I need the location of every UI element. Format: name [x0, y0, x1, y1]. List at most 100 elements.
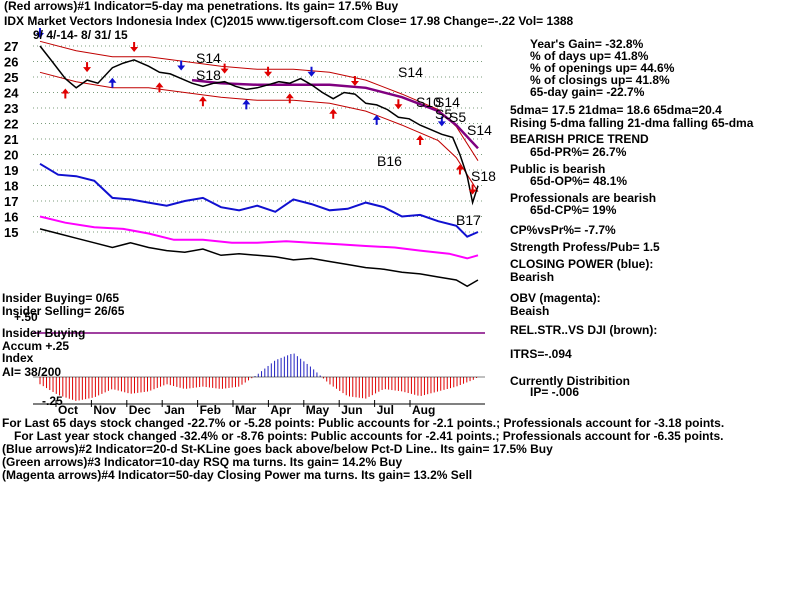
- relstr-label: REL.STR..VS DJI (brown):: [510, 323, 658, 337]
- footer-line4: (Green arrows)#3 Indicator=10-day RSQ ma…: [2, 455, 403, 469]
- signal-label: S5: [435, 106, 453, 122]
- obv-label: OBV (magenta):: [510, 291, 601, 305]
- signal-label: S18: [196, 67, 221, 83]
- y-tick-label: 20: [4, 148, 18, 163]
- header-line1: (Red arrows)#1 Indicator=5-day ma penetr…: [4, 0, 399, 13]
- plus-50-label: +.50: [14, 310, 38, 324]
- x-tick-label: May: [306, 403, 330, 417]
- index-label: Index: [2, 351, 34, 365]
- cp-pct: 65d-CP%= 19%: [530, 203, 617, 217]
- lower-band: [39, 71, 479, 192]
- buy-arrow: [198, 96, 207, 107]
- signal-label: S10: [416, 94, 441, 110]
- dma-trend: Rising 5-dma falling 21-dma falling 65-d…: [510, 116, 754, 130]
- sell-arrow: [177, 60, 186, 71]
- y-tick-label: 27: [4, 39, 18, 54]
- signal-arrows: [36, 28, 477, 195]
- x-tick-label: Apr: [270, 403, 291, 417]
- obv-value: Beaish: [510, 304, 550, 318]
- ip-value: IP= -.006: [530, 385, 580, 399]
- signal-label: S18: [471, 168, 496, 184]
- y-tick-label: 19: [4, 163, 18, 178]
- sell-arrow: [468, 184, 477, 195]
- pr-pct: 65d-PR%= 26.7%: [530, 145, 627, 159]
- dma-values: 5dma= 17.5 21dma= 18.6 65dma=20.4: [510, 103, 722, 117]
- closing-power-line: [39, 162, 479, 238]
- buy-arrow: [329, 108, 338, 119]
- buy-arrow: [455, 164, 464, 175]
- y-tick-label: 26: [4, 55, 18, 70]
- y-tick-label: 15: [4, 225, 18, 240]
- y-tick-label: 17: [4, 194, 18, 209]
- buy-arrow: [285, 93, 294, 104]
- sell-arrow: [350, 76, 359, 87]
- x-tick-label: Nov: [93, 403, 116, 417]
- obv-line: [39, 215, 479, 260]
- upper-band: [39, 40, 479, 161]
- distribution: Currently Distribition: [510, 374, 631, 388]
- x-axis-ticks: Oct Nov Dec Jan Feb Mar Apr May Jun Jul Aug: [55, 400, 435, 417]
- footer-line5: (Magenta arrows)#4 Indicator=50-day Clos…: [2, 468, 473, 482]
- pros-bearish: Professionals are bearish: [510, 191, 657, 205]
- x-tick-label: Mar: [235, 403, 257, 417]
- y-tick-label: 18: [4, 179, 18, 194]
- minus-25-label: -.25: [42, 394, 63, 408]
- x-tick-label: Oct: [58, 403, 78, 417]
- signal-label: S14: [398, 64, 423, 80]
- footer-line2: For Last year stock changed -32.4% or -8…: [14, 429, 724, 443]
- y-tick-label: 23: [4, 101, 18, 116]
- price-line: [39, 45, 479, 206]
- buy-arrow: [242, 99, 251, 110]
- buy-arrow: [155, 82, 164, 93]
- series-layer: [33, 40, 485, 401]
- relstr-line: [39, 228, 479, 288]
- signal-label: S14: [435, 94, 460, 110]
- date-range: 9/ 4/-14- 8/ 31/ 15: [33, 28, 128, 42]
- bearish-trend: BEARISH PRICE TREND: [510, 132, 649, 146]
- x-tick-label: Jan: [164, 403, 185, 417]
- y-tick-label: 24: [4, 86, 19, 101]
- grid: [33, 45, 485, 405]
- public-bearish: Public is bearish: [510, 162, 606, 176]
- closing-power-value: Bearish: [510, 270, 555, 284]
- years-gain: Year's Gain= -32.8%: [530, 37, 644, 51]
- sell-arrow: [83, 62, 92, 73]
- footer-line3: (Blue arrows)#2 Indicator=20-d St-KLine …: [2, 442, 553, 456]
- accum-label: Accum +.25: [2, 339, 70, 353]
- insider-selling-count: Insider Selling= 26/65: [2, 304, 125, 318]
- x-tick-label: Jun: [341, 403, 362, 417]
- y-tick-label: 25: [4, 70, 18, 85]
- signal-label: S14: [196, 50, 221, 66]
- cp-vs-pr: CP%vsPr%= -7.7%: [510, 223, 616, 237]
- sell-arrow: [36, 28, 44, 38]
- op-pct: 65d-OP%= 48.1%: [530, 174, 628, 188]
- closings-up: % of closings up= 41.8%: [530, 73, 670, 87]
- sell-arrow: [264, 66, 273, 77]
- sell-arrow: [307, 66, 316, 77]
- y-tick-label: 21: [4, 132, 18, 147]
- ma65-line: [191, 78, 479, 150]
- insider-buying-count: Insider Buying= 0/65: [2, 291, 120, 305]
- signal-label: B16: [377, 153, 402, 169]
- closing-power-label: CLOSING POWER (blue):: [510, 257, 654, 271]
- insider-buying-label: Insider Buying: [2, 326, 86, 340]
- itrs: ITRS=-.094: [510, 347, 572, 361]
- signal-label: S5: [449, 109, 467, 125]
- y-tick-label: 16: [4, 210, 18, 225]
- openings-up: % of openings up= 44.6%: [530, 61, 675, 75]
- buy-arrow: [61, 88, 70, 99]
- y-tick-label: 22: [4, 117, 18, 132]
- gain-65: 65-day gain= -22.7%: [530, 85, 645, 99]
- header-line2: IDX Market Vectors Indonesia Index (C)20…: [4, 14, 574, 28]
- sell-arrow: [220, 63, 229, 74]
- x-tick-label: Feb: [200, 403, 221, 417]
- signal-label: B17: [456, 212, 481, 228]
- days-up: % of days up= 41.8%: [530, 49, 649, 63]
- sell-arrow: [394, 99, 403, 110]
- strength: Strength Profess/Pub= 1.5: [510, 240, 660, 254]
- x-tick-label: Dec: [129, 403, 151, 417]
- buy-arrow: [416, 135, 425, 146]
- buy-arrow: [108, 77, 117, 88]
